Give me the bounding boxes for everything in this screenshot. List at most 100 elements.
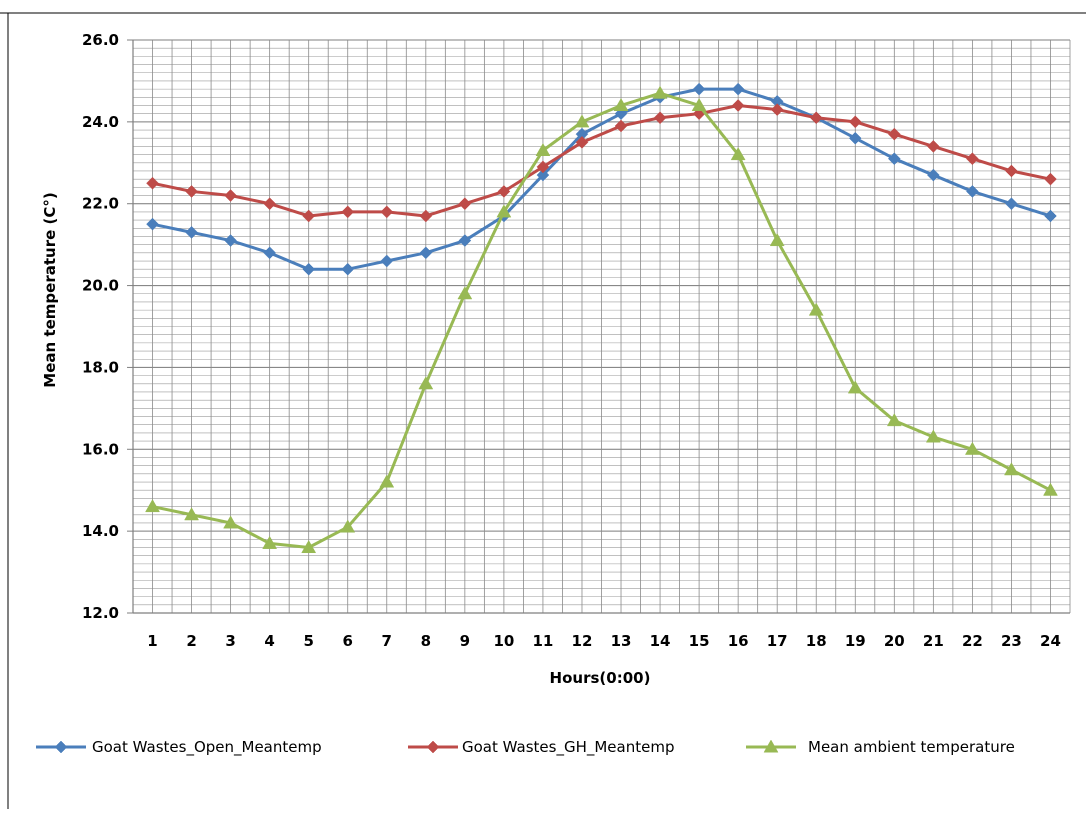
data-point xyxy=(808,302,824,316)
series-line xyxy=(152,91,1052,550)
data-point xyxy=(809,111,823,125)
y-axis-title: Mean temperature (C°) xyxy=(41,192,59,387)
x-tick-label: 7 xyxy=(382,632,392,650)
data-point xyxy=(223,515,239,529)
data-point xyxy=(1005,164,1018,178)
data-point xyxy=(691,97,707,111)
legend-marker xyxy=(763,739,779,753)
data-point xyxy=(575,135,589,149)
data-point xyxy=(224,189,237,202)
axis-layer xyxy=(132,40,1070,614)
x-tick-label: 10 xyxy=(493,632,514,650)
x-tick-label: 16 xyxy=(728,632,749,650)
series-line xyxy=(152,103,1051,218)
data-point xyxy=(652,85,668,99)
data-point xyxy=(1044,172,1057,186)
y-tick-label: 24.0 xyxy=(82,113,119,131)
x-tick-label: 24 xyxy=(1040,632,1061,650)
data-point xyxy=(848,131,862,145)
data-point xyxy=(340,519,356,533)
y-tick-label: 20.0 xyxy=(82,277,119,295)
x-tick-label: 5 xyxy=(303,632,313,650)
data-point xyxy=(1005,197,1018,211)
data-point xyxy=(1004,462,1019,476)
x-tick-label: 12 xyxy=(572,632,593,650)
data-point xyxy=(770,103,784,116)
x-tick-label: 23 xyxy=(1001,632,1022,650)
tick-layer: 12.014.016.018.020.022.024.026.01 2 3 4 5 6 7 8… xyxy=(82,31,1061,650)
data-point xyxy=(145,499,160,513)
x-axis-title: Hours(0:00) xyxy=(550,669,651,687)
data-point xyxy=(925,429,941,443)
data-point xyxy=(731,99,745,112)
y-tick-label: 16.0 xyxy=(82,440,119,458)
data-point xyxy=(614,119,628,133)
data-point xyxy=(1044,209,1057,223)
x-tick-label: 3 xyxy=(225,632,235,650)
x-tick-label: 11 xyxy=(533,632,554,650)
grid-layer xyxy=(132,39,1071,614)
data-point xyxy=(341,205,355,219)
data-point xyxy=(887,127,901,141)
legend-label: Mean ambient temperature xyxy=(808,738,1015,756)
data-point xyxy=(457,286,473,300)
data-point xyxy=(731,82,745,96)
x-tick-label: 20 xyxy=(884,632,905,650)
x-tick-label: 1 xyxy=(147,632,157,650)
y-tick-label: 26.0 xyxy=(82,31,119,49)
data-point xyxy=(966,152,979,166)
data-point xyxy=(224,234,237,247)
data-point xyxy=(848,115,862,129)
data-point xyxy=(847,380,863,394)
data-point xyxy=(380,254,394,268)
data-point xyxy=(886,413,902,427)
data-point xyxy=(964,441,980,455)
data-point xyxy=(419,209,433,223)
x-tick-label: 17 xyxy=(767,632,788,650)
data-point xyxy=(146,176,159,190)
data-point xyxy=(458,234,472,247)
data-point xyxy=(263,246,276,260)
data-point xyxy=(380,205,394,219)
data-point xyxy=(185,226,198,239)
series-3 xyxy=(145,85,1058,554)
legend-label: Goat Wastes_GH_Meantemp xyxy=(462,738,674,757)
x-tick-label: 2 xyxy=(186,632,196,650)
data-point xyxy=(769,233,785,247)
data-point xyxy=(496,204,512,218)
data-point xyxy=(263,197,276,211)
data-point xyxy=(927,140,940,153)
y-tick-label: 18.0 xyxy=(82,358,119,376)
data-point xyxy=(379,474,395,488)
x-tick-label: 22 xyxy=(962,632,983,650)
legend-item-1: Goat Wastes_Open_Meantemp xyxy=(36,738,322,757)
x-tick-label: 14 xyxy=(650,632,671,650)
data-point xyxy=(730,147,746,161)
data-point xyxy=(536,160,550,174)
data-point xyxy=(185,185,198,198)
series-2 xyxy=(146,99,1057,223)
x-tick-label: 6 xyxy=(343,632,353,650)
x-tick-label: 9 xyxy=(460,632,470,650)
legend-marker xyxy=(54,740,68,754)
data-point xyxy=(692,82,706,96)
data-point xyxy=(535,143,551,157)
data-point xyxy=(653,111,667,125)
series-1 xyxy=(146,82,1057,276)
legend-item-3: Mean ambient temperature xyxy=(746,738,1015,756)
y-tick-label: 22.0 xyxy=(82,195,119,213)
x-tick-label: 21 xyxy=(923,632,944,650)
data-point xyxy=(418,376,434,390)
data-point xyxy=(1043,482,1058,496)
legend: Goat Wastes_Open_Meantemp Goat Wastes_GH_… xyxy=(36,738,1015,757)
data-point xyxy=(419,246,433,260)
data-point xyxy=(302,209,316,223)
series-line xyxy=(152,87,1051,271)
data-point xyxy=(613,97,629,111)
data-point xyxy=(184,507,199,521)
data-point xyxy=(146,217,159,231)
x-tick-label: 19 xyxy=(845,632,866,650)
data-point xyxy=(497,185,511,198)
